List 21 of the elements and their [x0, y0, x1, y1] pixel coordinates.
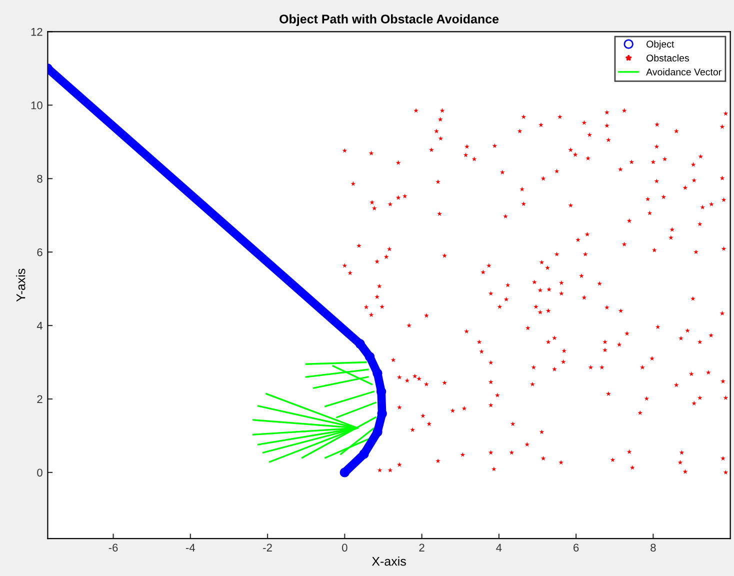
chart-title: Object Path with Obstacle Avoidance	[280, 14, 499, 26]
y-axis-title: Y-axis	[16, 268, 26, 302]
y-tick-label: 10	[31, 101, 42, 110]
x-tick-label: 2	[419, 544, 424, 552]
y-tick-label: 2	[37, 395, 42, 404]
x-axis-title: X-axis	[372, 556, 406, 566]
x-tick-label: -2	[263, 544, 272, 552]
y-tick-label: 12	[31, 28, 42, 36]
legend-label: Avoidance Vector	[646, 68, 722, 76]
x-tick-label: 0	[342, 544, 348, 552]
y-tick-label: 8	[37, 174, 42, 183]
y-tick-label: 6	[37, 248, 42, 256]
x-tick-label: 8	[650, 544, 656, 552]
x-tick-label: -4	[186, 544, 196, 552]
legend-label: Obstacles	[646, 54, 689, 62]
y-tick-label: 4	[36, 322, 43, 330]
x-tick-label: 6	[574, 544, 579, 552]
x-tick-label: 4	[496, 544, 502, 552]
legend-label: Object	[646, 40, 674, 50]
y-tick-label: 0	[37, 468, 42, 477]
x-tick-label: -6	[108, 544, 118, 552]
